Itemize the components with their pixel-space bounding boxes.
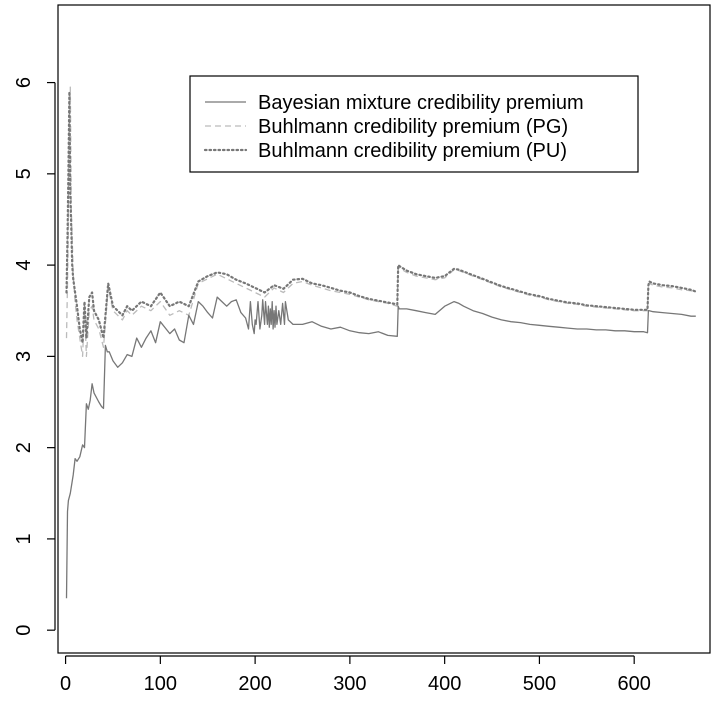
y-tick-label: 3 bbox=[13, 351, 35, 362]
y-tick-label: 6 bbox=[13, 77, 35, 88]
series-line-0 bbox=[65, 296, 696, 599]
legend: Bayesian mixture credibility premiumBuhl… bbox=[189, 75, 639, 173]
plot-frame bbox=[57, 4, 711, 654]
legend-label-2: Buhlmann credibility premium (PU) bbox=[258, 140, 567, 162]
y-tick-label: 1 bbox=[13, 533, 35, 544]
legend-label-1: Buhlmann credibility premium (PG) bbox=[258, 116, 568, 138]
x-tick-label: 200 bbox=[238, 673, 271, 695]
legend-box bbox=[189, 75, 639, 173]
series-layer bbox=[65, 86, 697, 599]
x-tick-label: 0 bbox=[60, 673, 71, 695]
x-tick-label: 300 bbox=[333, 673, 366, 695]
x-tick-label: 400 bbox=[428, 673, 461, 695]
x-tick-label: 100 bbox=[144, 673, 177, 695]
x-tick-label: 600 bbox=[617, 673, 650, 695]
legend-label-0: Bayesian mixture credibility premium bbox=[258, 92, 584, 114]
series-line-2 bbox=[65, 90, 697, 344]
x-tick-label: 500 bbox=[523, 673, 556, 695]
y-tick-label: 4 bbox=[13, 260, 35, 271]
x-axis: 0 100 200 300 400 500 600 bbox=[60, 655, 651, 695]
y-tick-label: 2 bbox=[13, 442, 35, 453]
y-tick-label: 5 bbox=[13, 168, 35, 179]
y-tick-label: 0 bbox=[13, 625, 35, 636]
y-axis: 0 1 2 3 4 5 6 bbox=[13, 77, 56, 636]
